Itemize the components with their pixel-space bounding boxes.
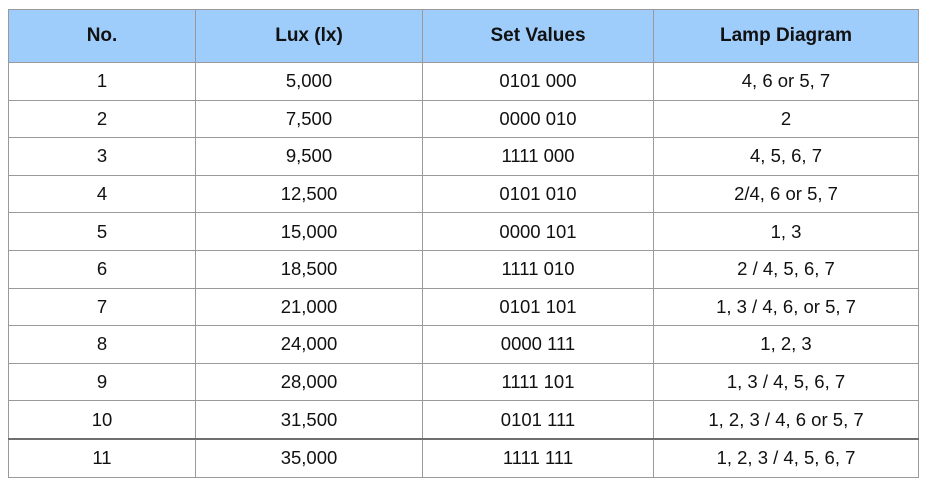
cell-lamp-diagram: 1, 3 / 4, 5, 6, 7 <box>653 362 919 402</box>
lux-settings-table: No. Lux (lx) Set Values Lamp Diagram 1 5… <box>8 9 919 478</box>
cell-set-values: 0101 101 <box>422 287 654 327</box>
cell-set-values: 1111 101 <box>422 362 654 402</box>
header-lux: Lux (lx) <box>195 9 423 63</box>
cell-lamp-diagram: 2 / 4, 5, 6, 7 <box>653 249 919 289</box>
cell-lux: 9,500 <box>195 137 423 176</box>
header-no: No. <box>8 9 196 63</box>
cell-lux: 7,500 <box>195 99 423 139</box>
table-row: 10 31,500 0101 111 1, 2, 3 / 4, 6 or 5, … <box>8 400 919 440</box>
table-row: 3 9,500 1111 000 4, 5, 6, 7 <box>8 137 919 176</box>
table-row: 9 28,000 1111 101 1, 3 / 4, 5, 6, 7 <box>8 362 919 402</box>
header-row: No. Lux (lx) Set Values Lamp Diagram <box>8 9 919 63</box>
cell-no: 8 <box>8 325 196 364</box>
table-row: 8 24,000 0000 111 1, 2, 3 <box>8 325 919 364</box>
cell-set-values: 0000 111 <box>422 325 654 364</box>
table-header: No. Lux (lx) Set Values Lamp Diagram <box>8 9 919 63</box>
cell-lux: 21,000 <box>195 287 423 327</box>
header-lamp-diagram: Lamp Diagram <box>653 9 919 63</box>
cell-set-values: 0101 000 <box>422 62 654 101</box>
cell-lux: 35,000 <box>195 437 423 478</box>
table-row: 1 5,000 0101 000 4, 6 or 5, 7 <box>8 62 919 101</box>
header-set-values: Set Values <box>422 9 654 63</box>
cell-lux: 24,000 <box>195 325 423 364</box>
cell-no: 10 <box>8 400 196 440</box>
cell-set-values: 0000 010 <box>422 99 654 139</box>
cell-set-values: 1111 111 <box>422 437 654 478</box>
cell-lux: 12,500 <box>195 174 423 214</box>
cell-set-values: 1111 010 <box>422 249 654 289</box>
cell-set-values: 0101 111 <box>422 400 654 440</box>
cell-no: 1 <box>8 62 196 101</box>
cell-no: 9 <box>8 362 196 402</box>
cell-lamp-diagram: 1, 2, 3 / 4, 5, 6, 7 <box>653 437 919 478</box>
cell-set-values: 0000 101 <box>422 212 654 251</box>
cell-lamp-diagram: 1, 3 <box>653 212 919 251</box>
cell-lux: 18,500 <box>195 249 423 289</box>
cell-no: 2 <box>8 99 196 139</box>
lux-settings-table-container: No. Lux (lx) Set Values Lamp Diagram 1 5… <box>8 9 919 478</box>
cell-lamp-diagram: 4, 5, 6, 7 <box>653 137 919 176</box>
cell-lux: 28,000 <box>195 362 423 402</box>
cell-lamp-diagram: 1, 3 / 4, 6, or 5, 7 <box>653 287 919 327</box>
cell-no: 11 <box>8 437 196 478</box>
cell-no: 3 <box>8 137 196 176</box>
cell-lux: 31,500 <box>195 400 423 440</box>
cell-no: 7 <box>8 287 196 327</box>
table-body: 1 5,000 0101 000 4, 6 or 5, 7 2 7,500 00… <box>8 62 919 478</box>
table-row: 11 35,000 1111 111 1, 2, 3 / 4, 5, 6, 7 <box>8 437 919 478</box>
cell-no: 5 <box>8 212 196 251</box>
cell-lamp-diagram: 1, 2, 3 <box>653 325 919 364</box>
cell-lux: 15,000 <box>195 212 423 251</box>
cell-lamp-diagram: 2 <box>653 99 919 139</box>
cell-lamp-diagram: 1, 2, 3 / 4, 6 or 5, 7 <box>653 400 919 440</box>
cell-lux: 5,000 <box>195 62 423 101</box>
cell-no: 4 <box>8 174 196 214</box>
cell-no: 6 <box>8 249 196 289</box>
cell-set-values: 1111 000 <box>422 137 654 176</box>
table-row: 2 7,500 0000 010 2 <box>8 99 919 139</box>
cell-set-values: 0101 010 <box>422 174 654 214</box>
cell-lamp-diagram: 4, 6 or 5, 7 <box>653 62 919 101</box>
table-row: 7 21,000 0101 101 1, 3 / 4, 6, or 5, 7 <box>8 287 919 327</box>
table-row: 4 12,500 0101 010 2/4, 6 or 5, 7 <box>8 174 919 214</box>
table-row: 5 15,000 0000 101 1, 3 <box>8 212 919 251</box>
table-row: 6 18,500 1111 010 2 / 4, 5, 6, 7 <box>8 249 919 289</box>
cell-lamp-diagram: 2/4, 6 or 5, 7 <box>653 174 919 214</box>
